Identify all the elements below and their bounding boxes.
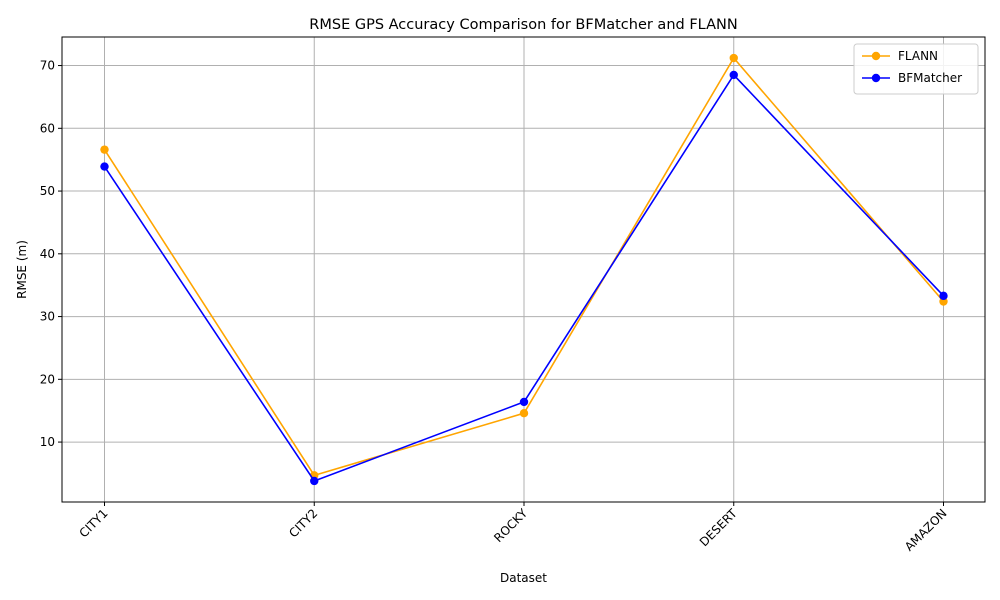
- series-layer: [100, 53, 948, 486]
- data-point-flann: [100, 145, 109, 154]
- data-point-flann: [519, 409, 529, 418]
- x-axis-label: Dataset: [500, 571, 547, 585]
- grid: [62, 37, 985, 502]
- data-point-flann: [729, 53, 738, 63]
- y-axis-label: RMSE (m): [15, 240, 29, 299]
- data-point-bfmatcher: [729, 70, 738, 80]
- data-point-bfmatcher: [519, 397, 529, 407]
- legend-label-bfmatcher: BFMatcher: [898, 71, 962, 85]
- chart-title: RMSE GPS Accuracy Comparison for BFMatch…: [309, 17, 737, 33]
- data-point-bfmatcher: [939, 291, 948, 301]
- y-tick-label: 50: [40, 184, 55, 198]
- legend-label-flann: FLANN: [898, 49, 938, 63]
- y-tick-label: 70: [40, 59, 55, 73]
- legend-marker-flann: [871, 51, 881, 61]
- y-tick-label: 40: [40, 247, 55, 261]
- y-tick-label: 10: [40, 435, 55, 449]
- legend-marker-bfmatcher: [871, 73, 881, 83]
- y-tick-label: 30: [40, 310, 55, 324]
- y-tick-label: 20: [40, 372, 55, 386]
- y-tick-label: 60: [40, 121, 55, 135]
- legend: FLANN BFMatcher: [853, 43, 979, 95]
- data-point-bfmatcher: [310, 476, 319, 486]
- data-point-bfmatcher: [100, 162, 109, 171]
